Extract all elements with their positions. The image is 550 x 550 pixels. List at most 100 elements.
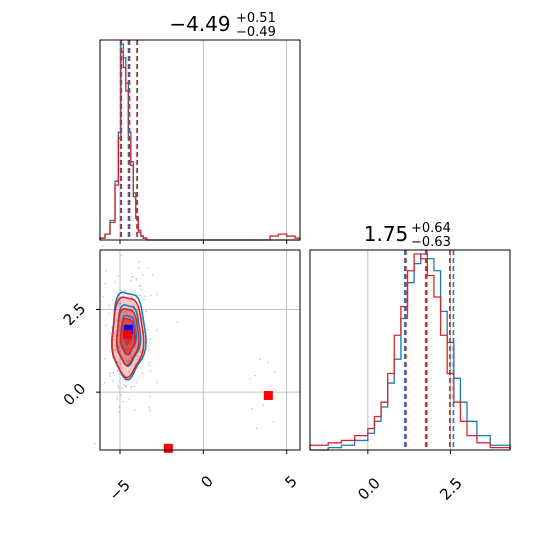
scatter-sample-point <box>122 400 124 403</box>
scatter-sample-point <box>115 348 117 351</box>
scatter-sample-point <box>150 294 152 297</box>
x-tick-label-param-2-1: 2.5 <box>436 474 466 504</box>
scatter-sample-point <box>116 398 119 401</box>
scatter-sample-point <box>114 281 116 283</box>
scatter-sample-point <box>155 329 158 332</box>
title-param-2-value: 1.75 <box>364 222 409 246</box>
marker-square-b-3 <box>263 390 273 400</box>
scatter-sample-point <box>120 226 123 229</box>
x-tick-label-param-1-2: 5 <box>281 472 300 491</box>
scatter-sample-point <box>120 289 123 291</box>
scatter-sample-point <box>116 395 118 398</box>
scatter-sample-point <box>119 325 121 327</box>
scatter-sample-point <box>125 360 128 362</box>
scatter-sample-point <box>118 411 121 413</box>
scatter-sample-point <box>104 357 106 360</box>
scatter-sample-point <box>121 367 123 369</box>
scatter-sample-point <box>138 285 141 288</box>
marker-square-b-2 <box>163 443 173 453</box>
scatter-sample-point <box>116 369 119 372</box>
scatter-outlier-point-4 <box>250 407 253 410</box>
scatter-sample-point <box>117 275 119 278</box>
scatter-sample-point <box>125 359 128 362</box>
title-param-1: −4.49 <box>169 12 230 36</box>
scatter-sample-point <box>101 245 104 248</box>
scatter-sample-point <box>124 374 126 376</box>
scatter-sample-point <box>136 309 139 311</box>
scatter-sample-point <box>133 305 136 307</box>
scatter-sample-point <box>135 381 138 383</box>
scatter-sample-point <box>127 359 129 361</box>
scatter-outlier-point-6 <box>269 384 271 387</box>
scatter-sample-point <box>114 349 116 351</box>
scatter-outlier-point-2 <box>267 361 270 364</box>
scatter-sample-point <box>123 289 126 291</box>
scatter-sample-point <box>119 302 122 304</box>
scatter-sample-point <box>130 353 132 356</box>
scatter-sample-point <box>118 406 121 409</box>
title-param-2-upper-error: +0.64 <box>411 221 451 236</box>
scatter-sample-point <box>135 279 138 281</box>
hist-2-series-b-line <box>309 253 511 450</box>
scatter-sample-point <box>115 319 118 322</box>
scatter-sample-point <box>138 267 140 270</box>
scatter-sample-point <box>109 331 111 334</box>
scatter-sample-point <box>130 386 132 388</box>
scatter-sample-point <box>113 335 115 337</box>
scatter-sample-point <box>116 384 119 387</box>
scatter-sample-point <box>134 362 136 365</box>
scatter-sample-point <box>113 332 116 334</box>
scatter-sample-point <box>116 292 119 295</box>
scatter-sample-point <box>148 364 150 367</box>
hist-1-series-b-line <box>99 51 301 241</box>
scatter-sample-point <box>116 360 119 363</box>
scatter-sample-point <box>111 298 114 301</box>
scatter-sample-point <box>149 395 152 398</box>
scatter-sample-point <box>134 408 137 411</box>
scatter-sample-point <box>151 274 154 276</box>
title-param-1-upper-error: +0.51 <box>236 11 276 26</box>
scatter-sample-point <box>148 361 151 364</box>
scatter-sample-point <box>127 370 130 373</box>
scatter-sample-point <box>123 310 126 313</box>
scatter-sample-point <box>141 372 144 374</box>
scatter-sample-point <box>102 296 105 298</box>
hist-1-frame <box>99 39 301 241</box>
scatter-panel-param-1-vs-2 <box>94 226 301 454</box>
scatter-sample-point <box>132 289 134 292</box>
scatter-sample-point <box>114 344 117 347</box>
scatter-sample-point <box>94 442 96 445</box>
scatter-sample-point <box>117 386 120 389</box>
scatter-sample-point <box>113 338 115 341</box>
scatter-sample-point <box>103 382 106 384</box>
scatter-sample-point <box>125 384 127 387</box>
scatter-sample-point <box>108 312 110 315</box>
scatter-sample-point <box>105 324 107 327</box>
scatter-sample-point <box>148 349 150 351</box>
scatter-sample-point <box>128 359 130 362</box>
scatter-sample-point <box>136 355 139 357</box>
scatter-outlier-point-9 <box>274 371 276 374</box>
y-tick-label-param-2-0: 0.0 <box>60 380 90 410</box>
x-tick-label-param-2-0: 0.0 <box>354 474 384 504</box>
scatter-sample-point <box>117 361 120 364</box>
scatter-sample-point <box>121 387 123 389</box>
scatter-sample-point <box>130 295 132 298</box>
scatter-sample-point <box>156 293 158 296</box>
scatter-background <box>100 250 300 450</box>
scatter-sample-point <box>117 370 119 372</box>
scatter-sample-point <box>131 296 134 299</box>
scatter-sample-point <box>176 321 178 323</box>
scatter-sample-point <box>139 294 141 297</box>
scatter-sample-point <box>122 378 125 381</box>
scatter-sample-point <box>143 298 145 301</box>
hist-2-frame <box>309 249 511 451</box>
scatter-sample-point <box>122 383 125 386</box>
scatter-sample-point <box>149 338 152 340</box>
scatter-sample-point <box>130 385 133 388</box>
scatter-outlier-point-0 <box>254 374 256 377</box>
scatter-sample-point <box>117 302 120 305</box>
title-param-2: 1.75 <box>364 222 409 246</box>
scatter-sample-point <box>111 379 114 382</box>
scatter-sample-point <box>119 320 121 322</box>
